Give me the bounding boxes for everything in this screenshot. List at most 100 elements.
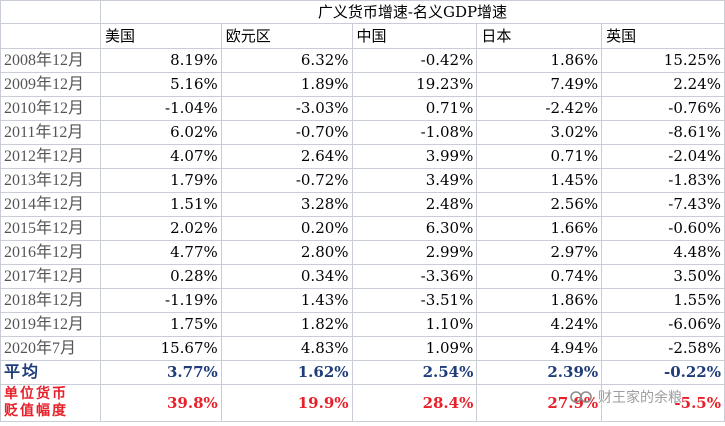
cell-eurozone: 3.28% <box>220 192 353 217</box>
row-label: 2018年12月 <box>0 288 101 313</box>
cell-china: 19.23% <box>351 72 478 97</box>
average-uk: -0.22% <box>601 360 725 385</box>
devaluation-label: 单位货币 贬值幅度 <box>0 384 101 422</box>
cell-uk: 4.48% <box>601 240 725 265</box>
column-header-japan: 日本 <box>476 23 603 49</box>
cell-uk: -6.06% <box>601 312 725 337</box>
cell-japan: 3.02% <box>476 120 603 145</box>
cell-eurozone: 0.20% <box>220 216 353 241</box>
row-label: 2011年12月 <box>0 120 101 145</box>
cell-us: 8.19% <box>99 48 222 73</box>
cell-eurozone: 2.80% <box>220 240 353 265</box>
average-eurozone: 1.62% <box>220 360 353 385</box>
row-label: 2014年12月 <box>0 192 101 217</box>
header-row: 美国 欧元区 中国 日本 英国 <box>0 23 725 49</box>
row-label: 2013年12月 <box>0 168 101 193</box>
table-row: 2019年12月 1.75% 1.82% 1.10% 4.24% -6.06% <box>0 312 725 337</box>
cell-uk: -2.04% <box>601 144 725 169</box>
cell-china: -3.51% <box>351 288 478 313</box>
cell-us: 2.02% <box>99 216 222 241</box>
table-row: 2011年12月 6.02% -0.70% -1.08% 3.02% -8.61% <box>0 120 725 145</box>
cell-us: 4.77% <box>99 240 222 265</box>
corner-cell <box>0 0 101 24</box>
average-row: 平均 3.77% 1.62% 2.54% 2.39% -0.22% <box>0 360 725 385</box>
cell-uk: -0.60% <box>601 216 725 241</box>
cell-china: -1.08% <box>351 120 478 145</box>
cell-china: 0.71% <box>351 96 478 121</box>
average-china: 2.54% <box>351 360 478 385</box>
cell-japan: 4.24% <box>476 312 603 337</box>
cell-eurozone: -0.72% <box>220 168 353 193</box>
cell-japan: 1.45% <box>476 168 603 193</box>
cell-eurozone: 1.82% <box>220 312 353 337</box>
table-row: 2016年12月 4.77% 2.80% 2.99% 2.97% 4.48% <box>0 240 725 265</box>
column-header-eurozone: 欧元区 <box>220 23 353 49</box>
cell-japan: 0.74% <box>476 264 603 289</box>
row-label: 2008年12月 <box>0 48 101 73</box>
cell-eurozone: 2.64% <box>220 144 353 169</box>
cell-us: 1.75% <box>99 312 222 337</box>
devaluation-label-line1: 单位货币 <box>4 387 68 402</box>
cell-japan: 0.71% <box>476 144 603 169</box>
column-header-us: 美国 <box>99 23 222 49</box>
table-row: 2008年12月 8.19% 6.32% -0.42% 1.86% 15.25% <box>0 48 725 73</box>
cell-japan: 4.94% <box>476 336 603 361</box>
cell-eurozone: 4.83% <box>220 336 353 361</box>
table-row: 2020年7月 15.67% 4.83% 1.09% 4.94% -2.58% <box>0 336 725 361</box>
table-row: 2017年12月 0.28% 0.34% -3.36% 0.74% 3.50% <box>0 264 725 289</box>
cell-us: 1.79% <box>99 168 222 193</box>
row-label: 2010年12月 <box>0 96 101 121</box>
cell-us: -1.04% <box>99 96 222 121</box>
cell-uk: -0.76% <box>601 96 725 121</box>
devaluation-us: 39.8% <box>99 384 222 422</box>
cell-china: 3.99% <box>351 144 478 169</box>
cell-uk: 2.24% <box>601 72 725 97</box>
cell-eurozone: -3.03% <box>220 96 353 121</box>
data-rows: 2008年12月 8.19% 6.32% -0.42% 1.86% 15.25% 2009年… <box>0 48 725 361</box>
cell-china: -0.42% <box>351 48 478 73</box>
table-row: 2014年12月 1.51% 3.28% 2.48% 2.56% -7.43% <box>0 192 725 217</box>
row-label: 2009年12月 <box>0 72 101 97</box>
devaluation-eurozone: 19.9% <box>220 384 353 422</box>
cell-uk: -8.61% <box>601 120 725 145</box>
cell-japan: 1.86% <box>476 48 603 73</box>
table-row: 2010年12月 -1.04% -3.03% 0.71% -2.42% -0.76% <box>0 96 725 121</box>
cell-us: 5.16% <box>99 72 222 97</box>
cell-uk: 15.25% <box>601 48 725 73</box>
row-label: 2019年12月 <box>0 312 101 337</box>
devaluation-label-line2: 贬值幅度 <box>4 404 68 419</box>
cell-eurozone: 1.43% <box>220 288 353 313</box>
cell-us: 6.02% <box>99 120 222 145</box>
table-row: 2018年12月 -1.19% 1.43% -3.51% 1.86% 1.55% <box>0 288 725 313</box>
cell-japan: -2.42% <box>476 96 603 121</box>
cell-eurozone: 0.34% <box>220 264 353 289</box>
cell-china: -3.36% <box>351 264 478 289</box>
devaluation-china: 28.4% <box>351 384 478 422</box>
column-header-uk: 英国 <box>601 23 725 49</box>
cell-us: 1.51% <box>99 192 222 217</box>
cell-china: 2.99% <box>351 240 478 265</box>
devaluation-uk: -5.5% <box>601 384 725 422</box>
cell-us: 15.67% <box>99 336 222 361</box>
cell-uk: 3.50% <box>601 264 725 289</box>
cell-us: 4.07% <box>99 144 222 169</box>
table-row: 2013年12月 1.79% -0.72% 3.49% 1.45% -1.83% <box>0 168 725 193</box>
row-label: 2017年12月 <box>0 264 101 289</box>
row-label: 2015年12月 <box>0 216 101 241</box>
column-header-china: 中国 <box>351 23 478 49</box>
row-label: 2012年12月 <box>0 144 101 169</box>
devaluation-japan: 27.9% <box>476 384 603 422</box>
cell-uk: -7.43% <box>601 192 725 217</box>
cell-us: 0.28% <box>99 264 222 289</box>
cell-eurozone: -0.70% <box>220 120 353 145</box>
header-corner-cell <box>0 23 101 49</box>
table-row: 2012年12月 4.07% 2.64% 3.99% 0.71% -2.04% <box>0 144 725 169</box>
average-label: 平均 <box>0 360 101 385</box>
average-japan: 2.39% <box>476 360 603 385</box>
table-row: 2015年12月 2.02% 0.20% 6.30% 1.66% -0.60% <box>0 216 725 241</box>
cell-japan: 2.56% <box>476 192 603 217</box>
title-row: 广义货币增速-名义GDP增速 <box>0 0 725 24</box>
cell-china: 2.48% <box>351 192 478 217</box>
cell-eurozone: 1.89% <box>220 72 353 97</box>
cell-japan: 7.49% <box>476 72 603 97</box>
